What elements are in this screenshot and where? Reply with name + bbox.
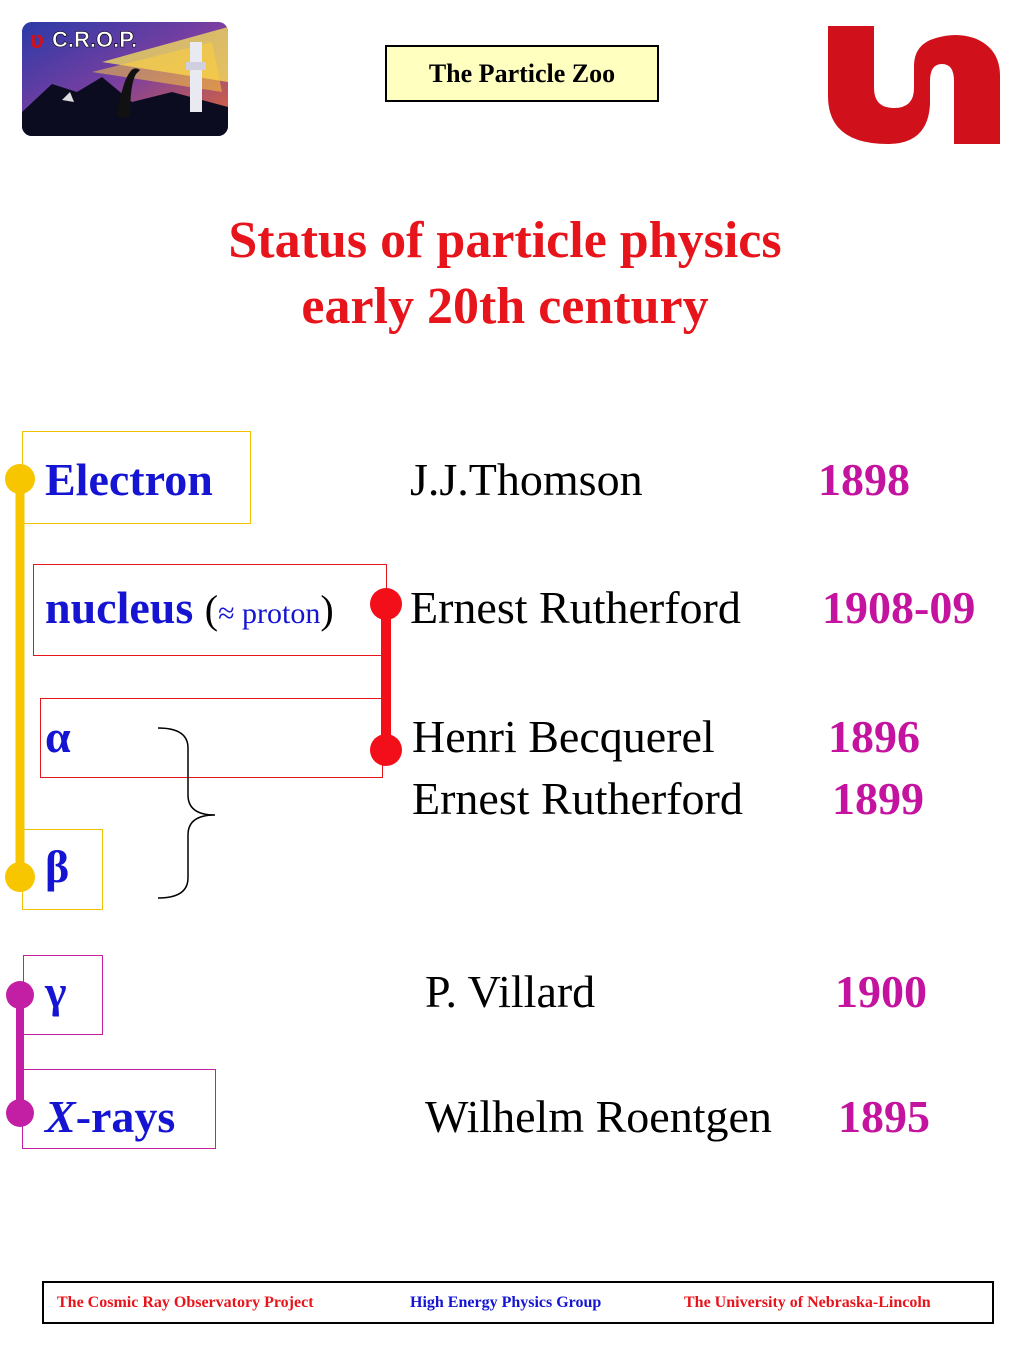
- particle-beta: β: [45, 841, 70, 892]
- discoverer-rutherford-nucleus: Ernest Rutherford: [410, 582, 741, 633]
- footer-university: The University of Nebraska-Lincoln: [684, 1294, 931, 1311]
- particle-nucleus: nucleus (≈ proton): [45, 583, 334, 639]
- header-title: The Particle Zoo: [385, 45, 659, 102]
- university-logo: [828, 26, 1000, 144]
- crop-logo-text: C.R.O.P.: [52, 27, 137, 52]
- slide-title: Status of particle physics early 20th ce…: [100, 208, 910, 340]
- slide-title-line-1: Status of particle physics: [228, 212, 782, 269]
- nucleus-proton-note: ≈ proton: [218, 597, 321, 630]
- nucleus-close-paren: ): [320, 587, 334, 632]
- xrays-rest: -rays: [75, 1091, 176, 1142]
- discoverer-becquerel: Henri Becquerel: [412, 711, 715, 762]
- particle-gamma: γ: [45, 966, 67, 1017]
- footer-hep-group: High Energy Physics Group: [410, 1294, 602, 1311]
- footer-crop: The Cosmic Ray Observatory Project: [57, 1294, 314, 1311]
- curly-brace-icon: [157, 727, 216, 899]
- year-alpha: 1896: [828, 711, 920, 762]
- magenta-connector-dot-top: [6, 981, 34, 1009]
- red-connector-dot-top: [370, 588, 402, 620]
- year-nucleus: 1908-09: [822, 582, 976, 633]
- magenta-connector-dot-bottom: [6, 1099, 34, 1127]
- year-electron: 1898: [818, 454, 910, 505]
- discoverer-rutherford-beta: Ernest Rutherford: [412, 773, 743, 824]
- crop-mark-icon: ʋ: [30, 27, 44, 54]
- footer: The Cosmic Ray Observatory Project High …: [42, 1281, 994, 1324]
- crop-logo: ʋ C.R.O.P.: [22, 22, 228, 136]
- nucleus-open-paren: (: [204, 587, 219, 632]
- year-xrays: 1895: [838, 1091, 930, 1142]
- discoverer-thomson: J.J.Thomson: [410, 454, 643, 505]
- slide-title-line-2: early 20th century: [301, 278, 709, 335]
- yellow-connector-dot-bottom: [5, 862, 35, 892]
- discoverer-roentgen: Wilhelm Roentgen: [425, 1091, 772, 1142]
- nucleus-label: nucleus: [45, 582, 194, 633]
- particle-alpha: α: [45, 711, 71, 762]
- year-beta: 1899: [832, 773, 924, 824]
- red-connector-dot-bottom: [370, 734, 402, 766]
- particle-electron: Electron: [45, 454, 213, 505]
- particle-xrays: X-rays: [45, 1092, 175, 1142]
- discoverer-villard: P. Villard: [425, 966, 596, 1017]
- xrays-x: X: [45, 1091, 76, 1142]
- yellow-connector-dot-top: [5, 464, 35, 494]
- year-gamma: 1900: [835, 966, 927, 1017]
